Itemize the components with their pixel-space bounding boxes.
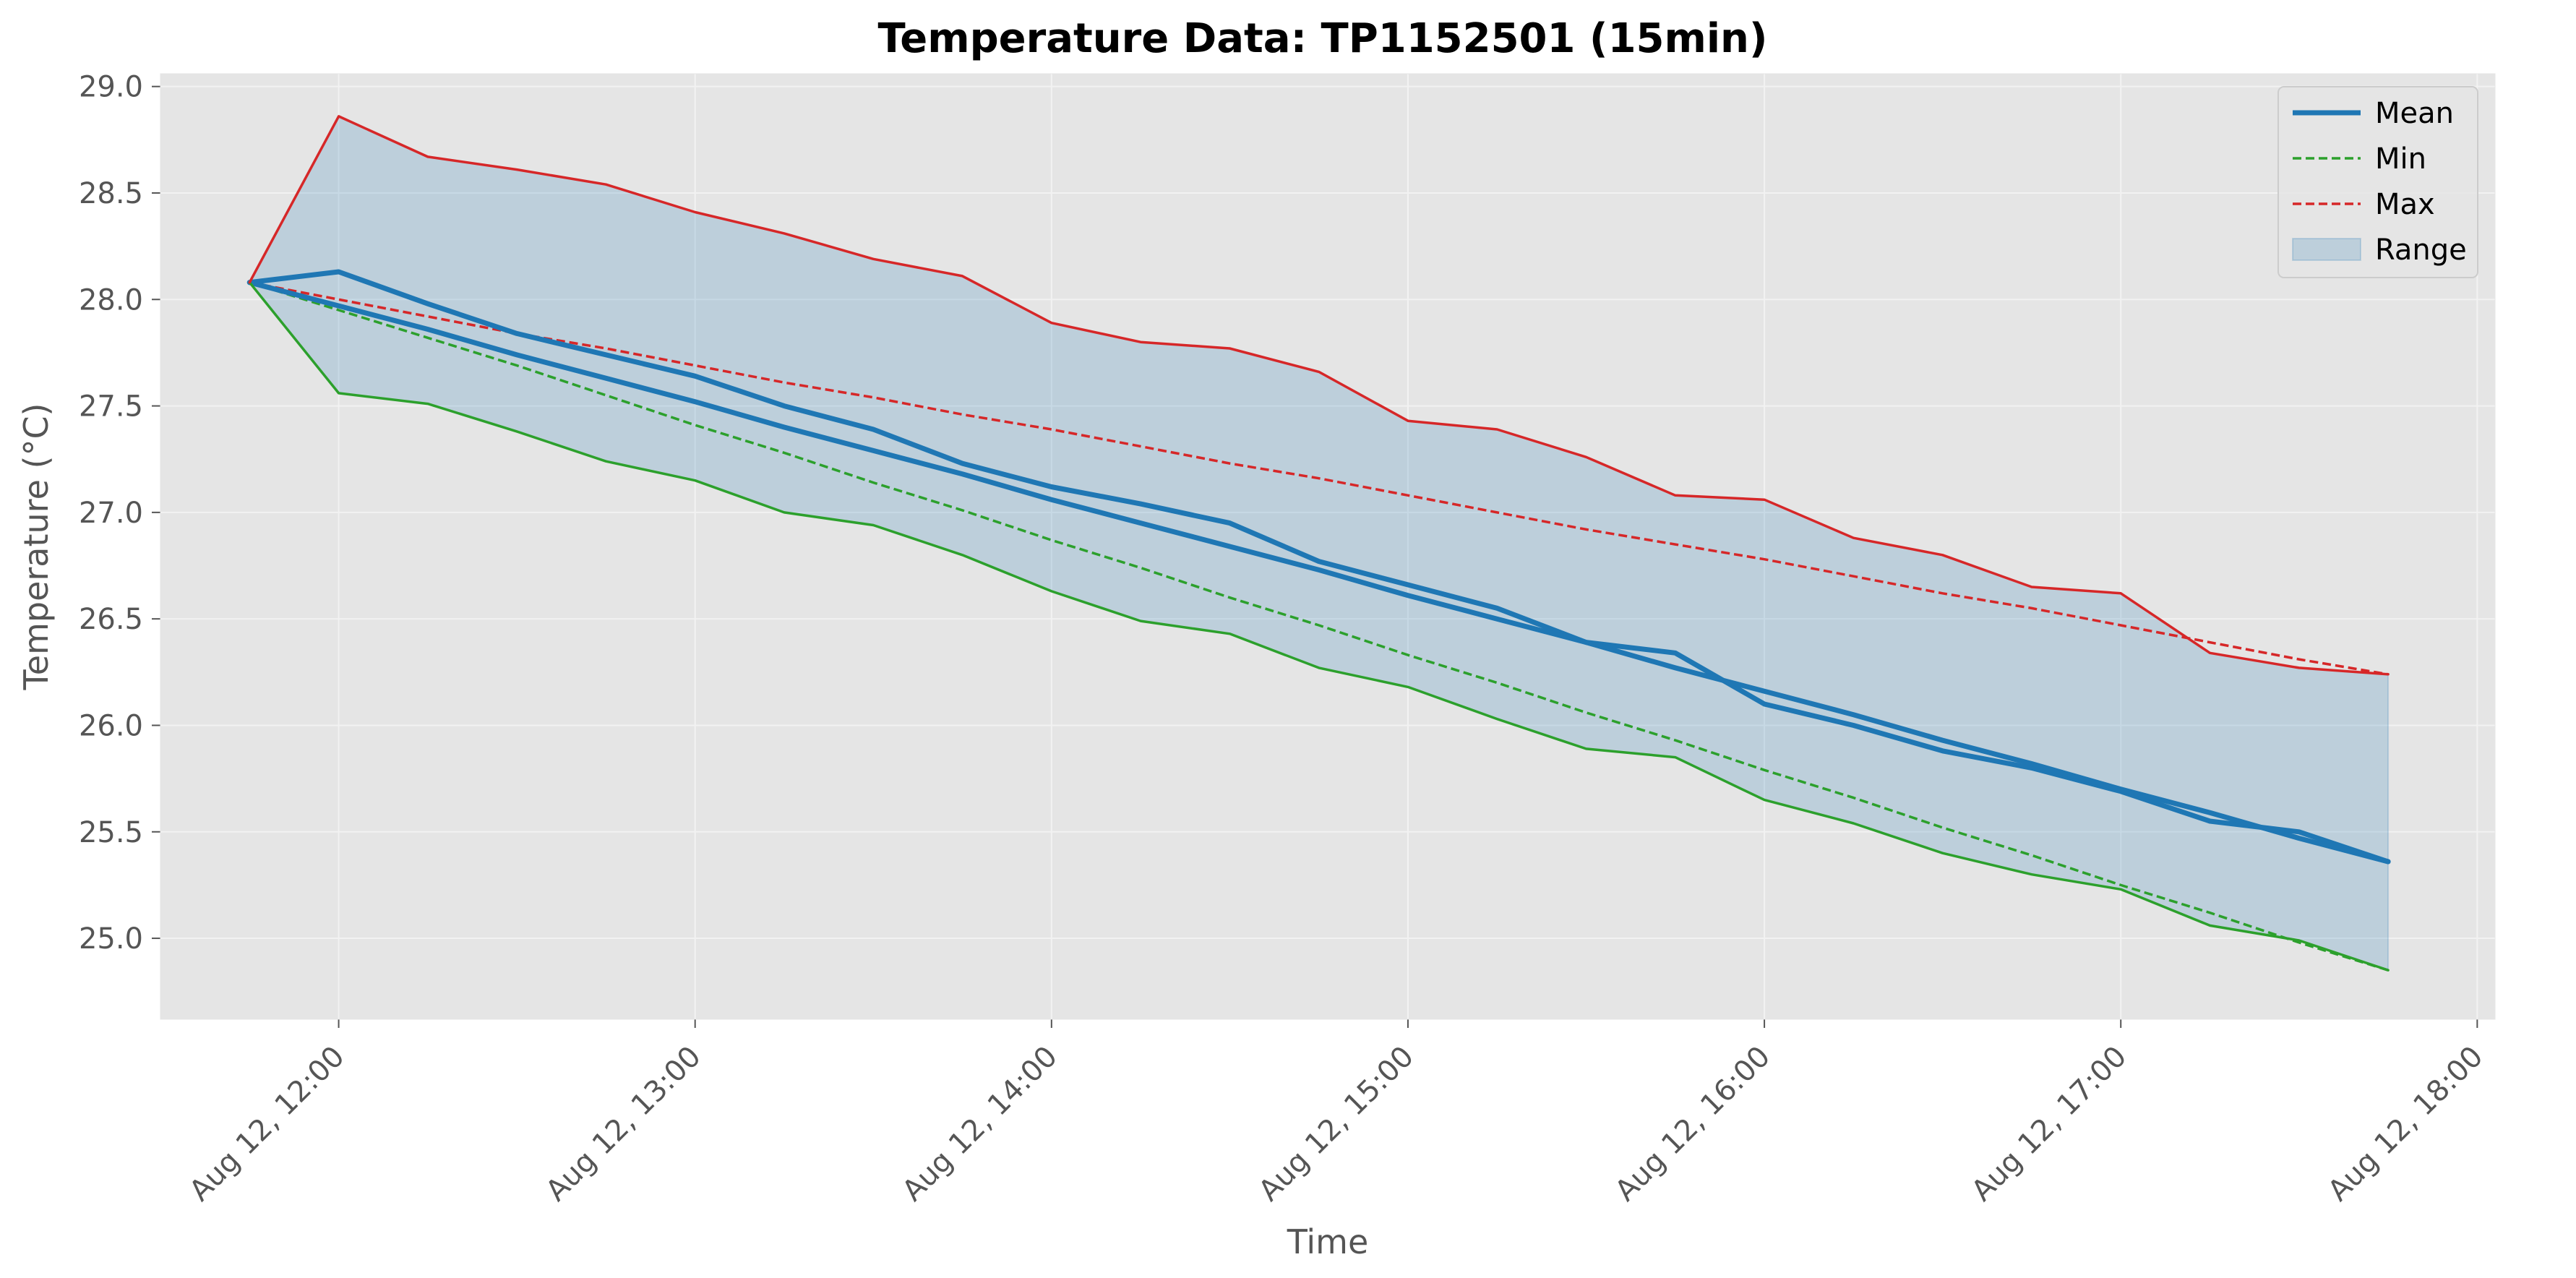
series-max-solid-line — [248, 115, 2390, 676]
y-tick-label: 26.5 — [79, 603, 143, 636]
legend-label-min: Min — [2375, 142, 2426, 176]
legend-label-max: Max — [2375, 188, 2435, 221]
y-tick-label: 29.0 — [79, 71, 143, 104]
y-tick-label: 26.0 — [79, 709, 143, 742]
legend-frame — [2277, 86, 2478, 278]
plot-frame — [160, 73, 2496, 1020]
legend-label-mean: Mean — [2375, 97, 2454, 130]
y-axis-label: Temperature (°C) — [17, 403, 56, 690]
y-axis: 25.0 25.5 26.0 26.5 27.0 27.5 28.0 28.5 29.0 — [79, 71, 160, 956]
y-tick-label: 25.0 — [79, 922, 143, 956]
legend-swatch-range — [2292, 238, 2361, 261]
x-axis-label: Time — [1287, 1222, 1369, 1261]
series-lines — [246, 115, 2391, 972]
series-mean-solid-line — [246, 280, 2391, 865]
y-tick-label: 25.5 — [79, 816, 143, 849]
series-max-dashed-line — [249, 280, 2389, 676]
grid-lines — [160, 74, 2495, 1019]
legend: Mean Min Max Range — [2277, 86, 2478, 278]
y-tick-label: 28.5 — [79, 177, 143, 210]
series-mean-solid-line — [246, 269, 2391, 865]
chart-title: Temperature Data: TP1152501 (15min) — [877, 15, 1767, 62]
plot-area — [160, 74, 2495, 1019]
series-min-solid-line — [248, 280, 2390, 972]
y-tick-label: 27.5 — [79, 390, 143, 424]
legend-label-range: Range — [2375, 233, 2467, 267]
series-min-dashed-line — [249, 281, 2389, 972]
y-tick-label: 28.0 — [79, 283, 143, 317]
y-tick-label: 27.0 — [79, 497, 143, 530]
